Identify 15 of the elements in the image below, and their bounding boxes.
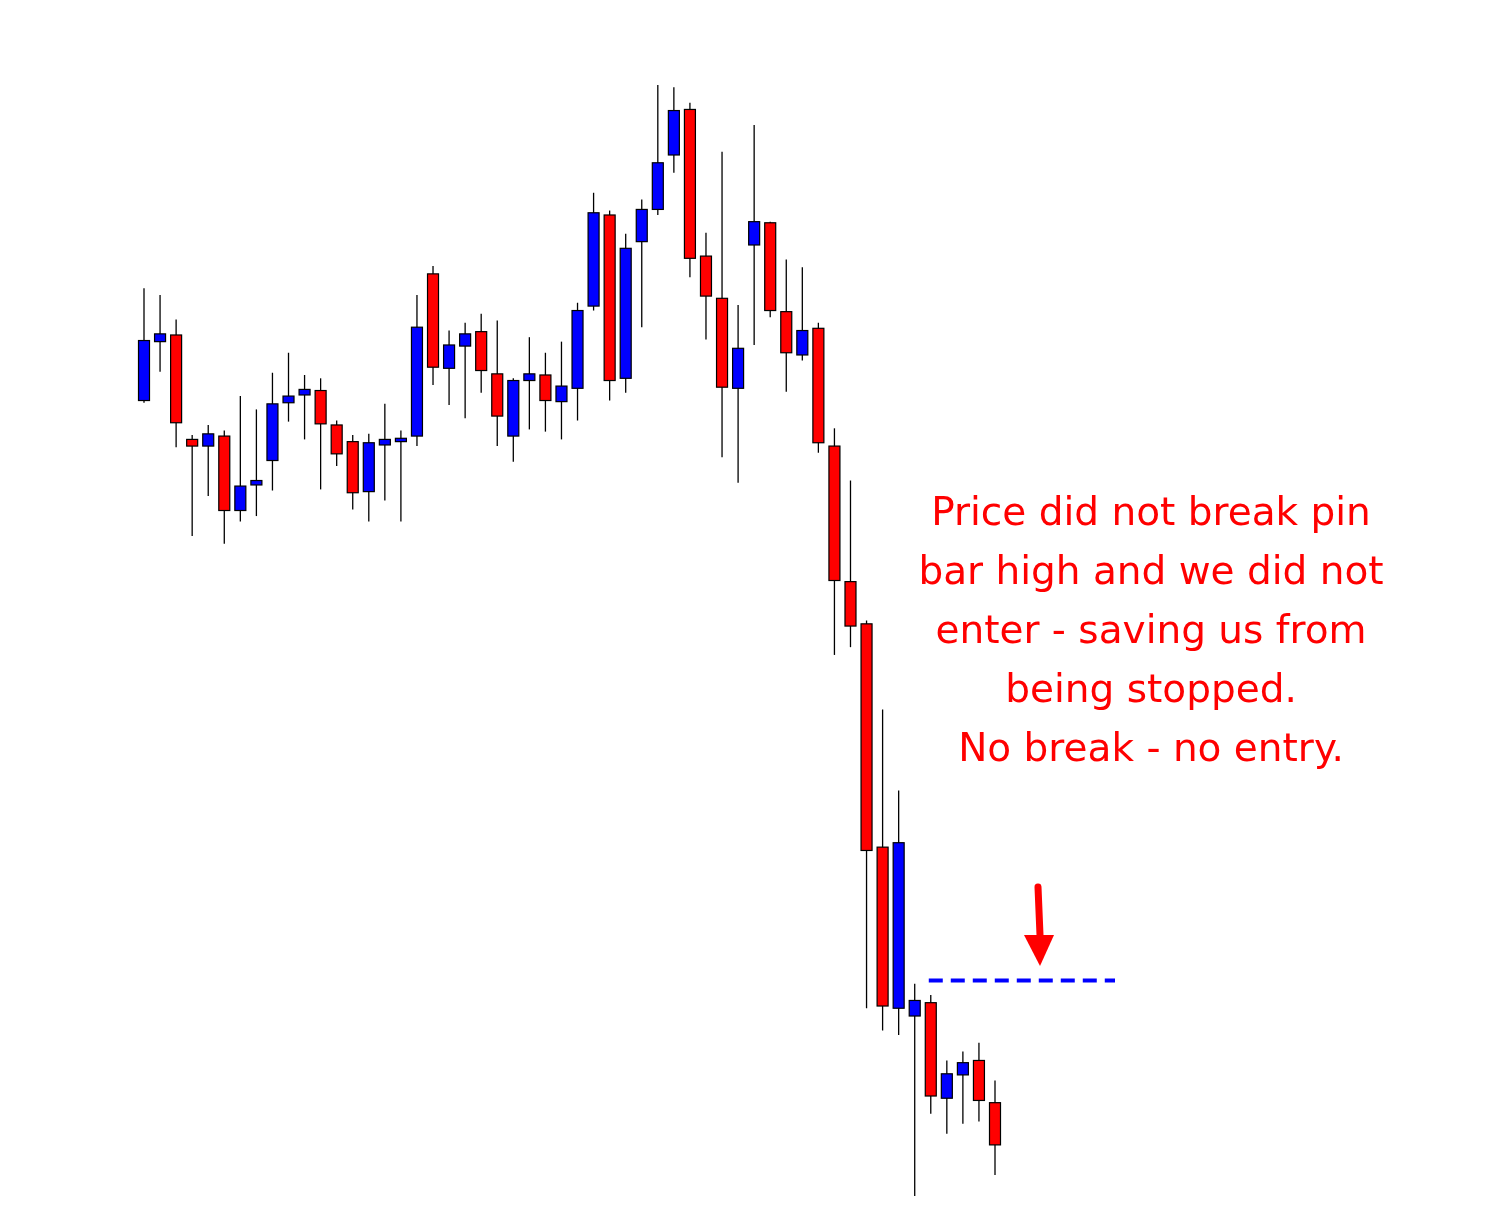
candlestick xyxy=(748,124,761,346)
annotation: Price did not break pin bar high and we did not enter - saving us from being stopped. No break - no entry. xyxy=(918,489,1384,770)
candlestick xyxy=(378,403,391,502)
candlestick xyxy=(555,340,568,441)
candlestick xyxy=(186,434,199,537)
candlestick xyxy=(908,983,921,1197)
candlestick xyxy=(153,294,167,373)
candlestick xyxy=(202,424,215,497)
candlestick xyxy=(282,352,295,423)
candlestick xyxy=(956,1050,969,1125)
candlestick xyxy=(250,408,263,517)
candlestick xyxy=(523,336,536,431)
candlestick xyxy=(459,322,472,419)
candlestick xyxy=(442,329,456,406)
candlestick xyxy=(298,374,311,441)
